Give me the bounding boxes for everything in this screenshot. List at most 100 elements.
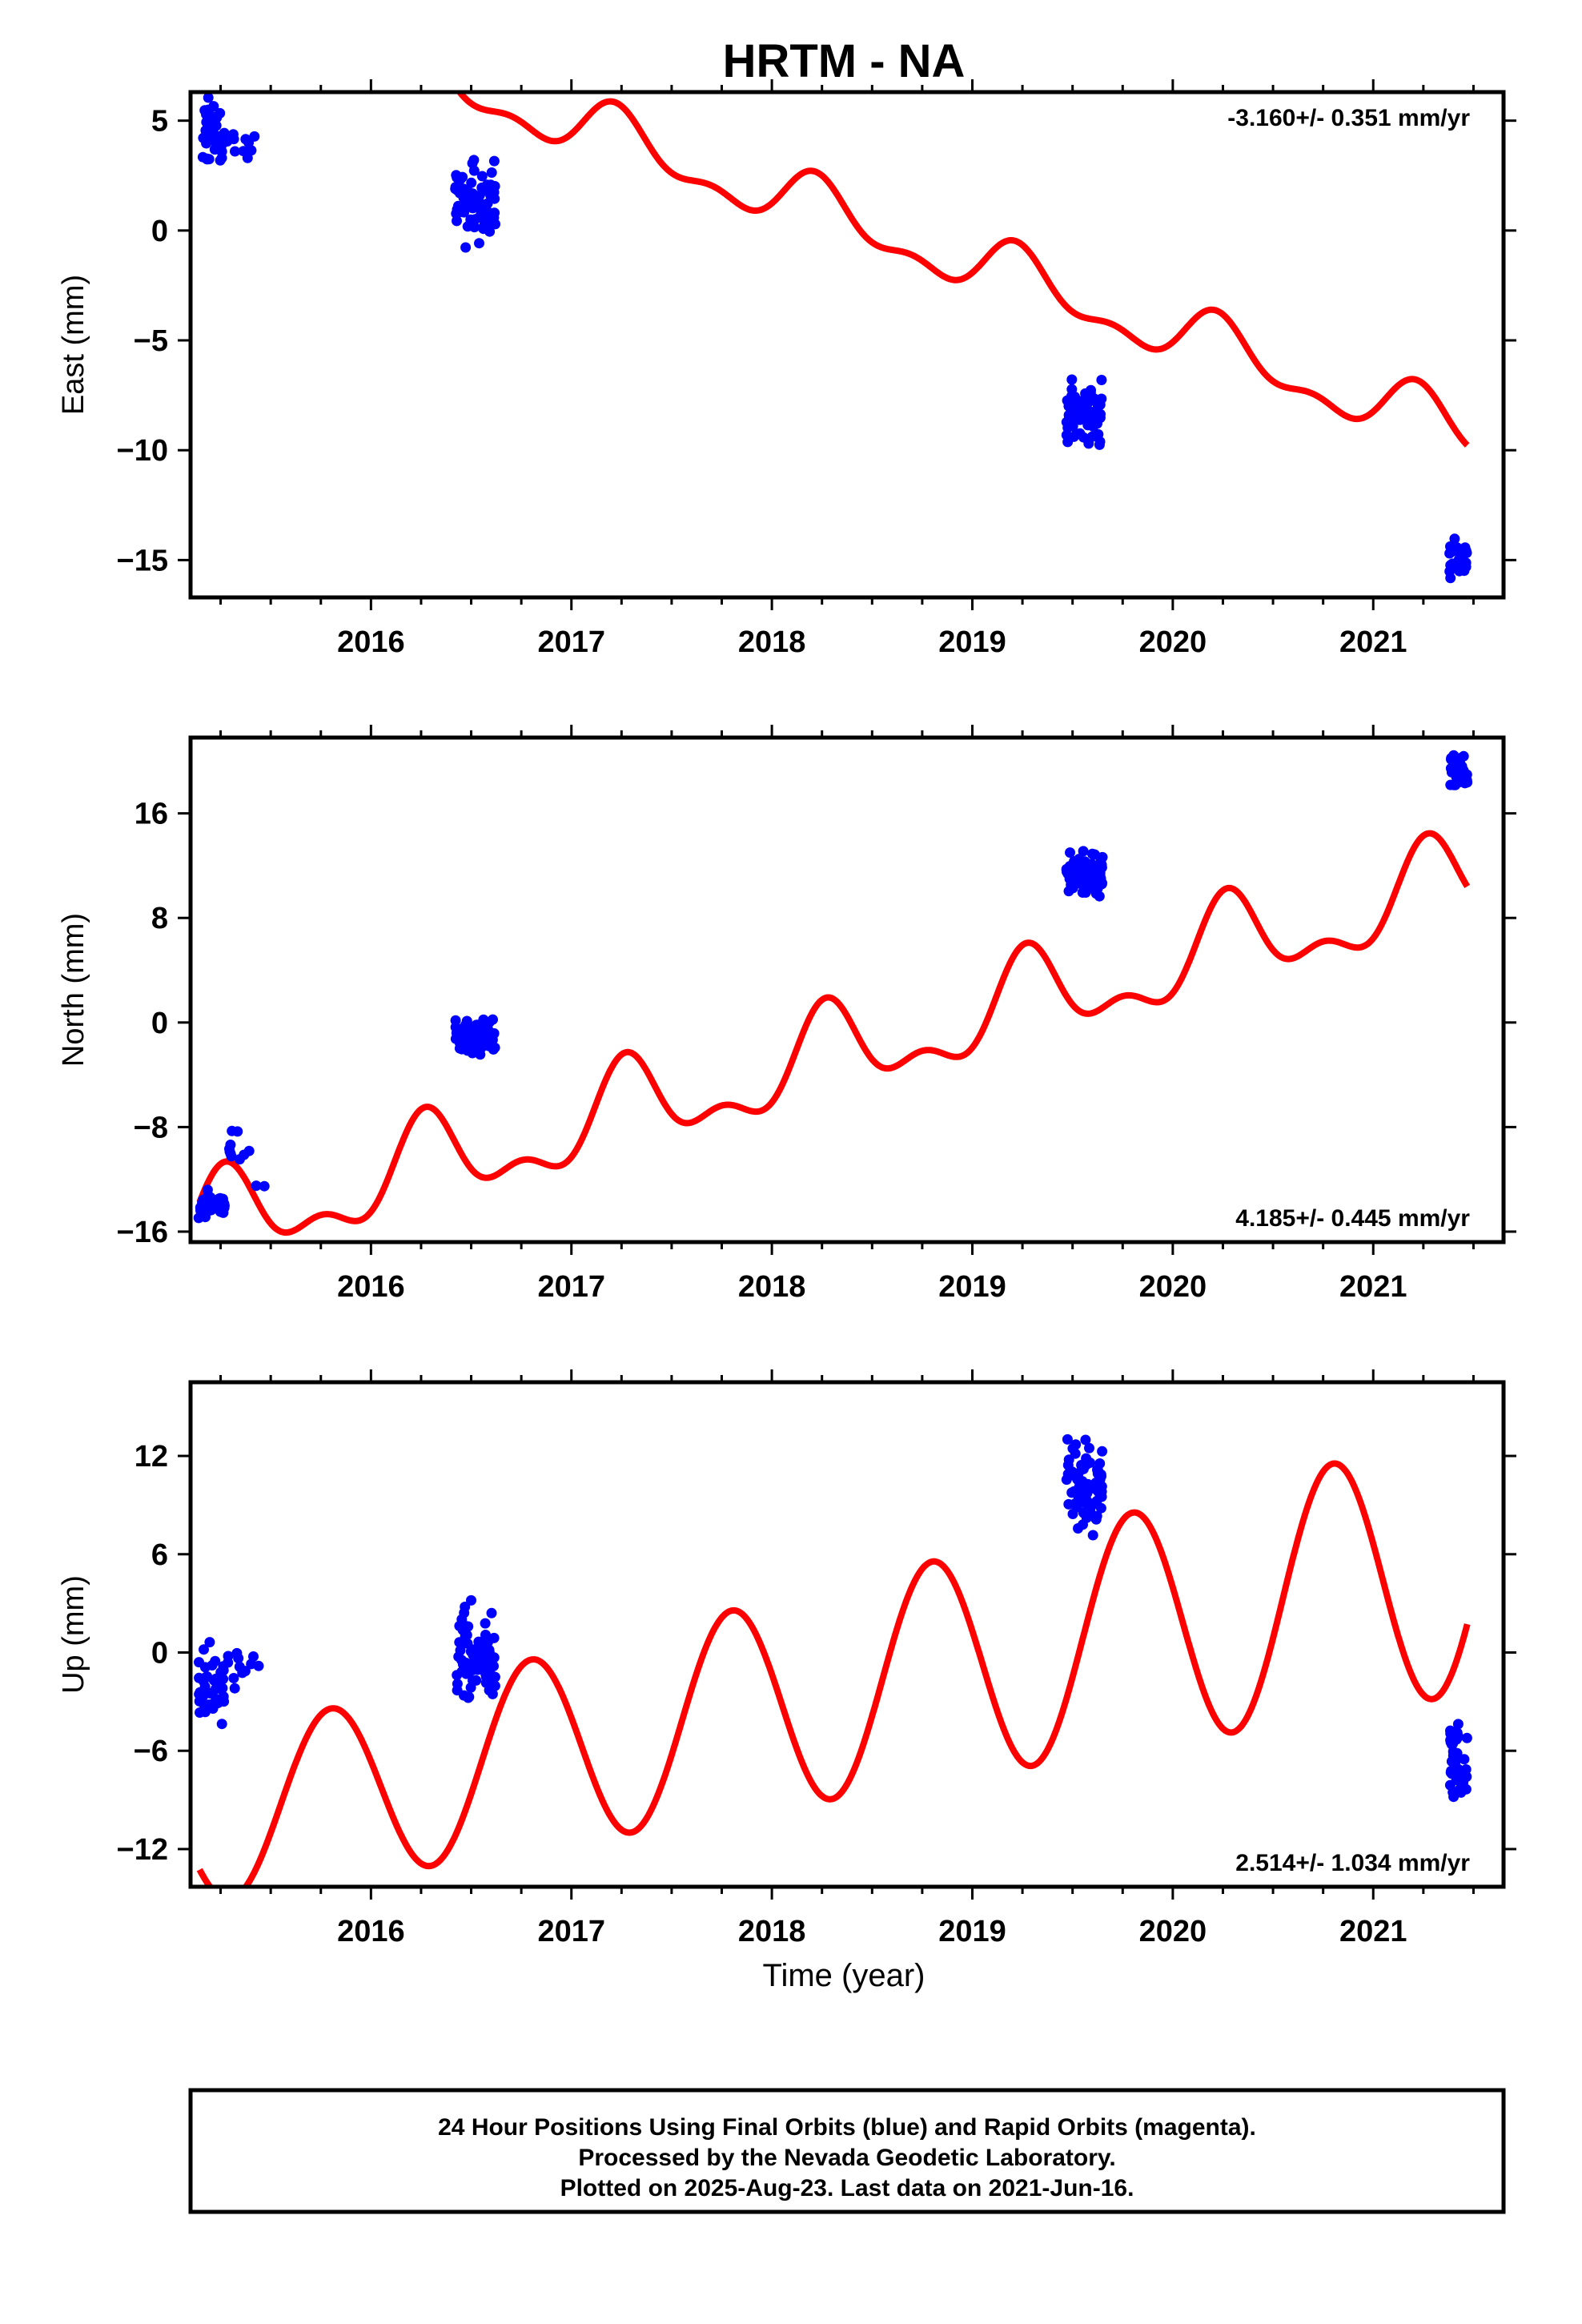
panel-2: 2016 2017 2018 2019 2020 2021 12 6 0 −6 −12 Up (mm)… — [57, 1369, 1516, 1948]
data-point — [451, 170, 462, 181]
y-tick-label: 16 — [135, 798, 168, 831]
data-point — [238, 146, 249, 157]
data-point — [475, 199, 486, 211]
x-tick-label: 2018 — [738, 1915, 806, 1948]
data-point — [1092, 883, 1103, 894]
data-point — [1066, 862, 1077, 874]
data-point — [1445, 779, 1456, 790]
y-tick-label: −8 — [134, 1111, 168, 1144]
y-tick-label: −15 — [117, 544, 168, 577]
data-point — [222, 136, 233, 147]
data-point — [1094, 436, 1106, 447]
data-point — [1453, 554, 1464, 565]
figure-title: HRTM - NA — [723, 35, 966, 87]
panel-0: 2016 2017 2018 2019 2020 2021 5 0 −5 −10 −15 East (… — [57, 79, 1516, 659]
data-point — [454, 1043, 465, 1054]
data-point — [488, 155, 500, 167]
data-point — [239, 1149, 250, 1160]
data-point — [1062, 1433, 1073, 1445]
data-point — [1085, 411, 1096, 422]
x-tick-label: 2019 — [938, 1915, 1006, 1948]
data-point — [468, 155, 480, 166]
data-point — [486, 167, 497, 178]
data-point — [230, 146, 240, 157]
data-point — [486, 1653, 497, 1664]
y-tick-label: 0 — [151, 1007, 168, 1040]
data-point — [474, 238, 484, 249]
data-point — [476, 171, 488, 182]
data-point — [199, 1644, 209, 1655]
data-point — [1070, 1439, 1082, 1450]
x-tick-label: 2016 — [337, 1270, 405, 1304]
data-point — [234, 1661, 245, 1672]
data-point — [216, 1193, 227, 1204]
data-point — [1078, 846, 1089, 857]
data-point — [1082, 1478, 1094, 1490]
y-axis-label: Up (mm) — [57, 1575, 90, 1694]
model-curve — [196, 830, 1471, 1236]
data-point — [1090, 1512, 1100, 1523]
x-tick-label: 2017 — [537, 1915, 605, 1948]
data-point — [210, 1655, 221, 1667]
data-point — [1094, 864, 1105, 875]
data-point — [452, 200, 464, 211]
y-tick-label: −12 — [117, 1833, 168, 1867]
data-point — [464, 1027, 475, 1038]
x-tick-label: 2016 — [337, 625, 405, 659]
data-point — [1065, 847, 1075, 858]
footer-line-3: Plotted on 2025-Aug-23. Last data on 202… — [560, 2175, 1134, 2201]
y-tick-label: −6 — [134, 1735, 168, 1768]
data-point — [199, 1681, 211, 1692]
data-point — [228, 1673, 239, 1683]
data-point — [1065, 416, 1076, 428]
data-point — [1068, 875, 1079, 887]
data-point — [468, 165, 480, 176]
data-point — [484, 1670, 495, 1681]
data-point — [1083, 438, 1094, 449]
data-point — [1446, 1739, 1457, 1750]
data-point — [233, 1653, 244, 1664]
data-point — [450, 1033, 461, 1044]
data-point — [1452, 1719, 1464, 1730]
data-point — [1447, 1750, 1459, 1761]
data-point — [199, 105, 211, 116]
data-point — [223, 1657, 234, 1668]
x-tick-label: 2017 — [537, 1270, 605, 1304]
data-point — [483, 1027, 494, 1039]
data-point — [1453, 759, 1464, 770]
plot-frame — [188, 90, 1506, 600]
y-tick-label: −10 — [117, 434, 168, 468]
panel-1: 2016 2017 2018 2019 2020 2021 16 8 0 −8 −16 North (… — [57, 725, 1516, 1304]
data-point — [1063, 886, 1074, 897]
data-point — [465, 1682, 476, 1693]
data-point — [471, 1038, 482, 1049]
x-tick-label: 2018 — [738, 625, 806, 659]
data-point — [1081, 1453, 1092, 1464]
data-point — [1070, 401, 1081, 412]
data-point — [1077, 887, 1088, 898]
data-point — [481, 1643, 492, 1655]
data-point — [468, 203, 478, 214]
data-point — [229, 1683, 240, 1694]
data-point — [450, 182, 461, 193]
x-tick-label: 2021 — [1339, 1915, 1407, 1948]
y-tick-label: 8 — [151, 902, 168, 935]
data-point — [474, 1638, 485, 1650]
data-point — [459, 1690, 469, 1701]
data-point — [480, 1618, 491, 1629]
data-point — [1061, 429, 1072, 440]
data-point — [1073, 1523, 1083, 1534]
data-point — [460, 242, 472, 253]
data-point — [1066, 374, 1078, 385]
data-point — [488, 213, 499, 224]
x-tick-label: 2018 — [738, 1270, 806, 1304]
data-point — [450, 1022, 461, 1033]
rate-label: -3.160+/- 0.351 mm/yr — [1227, 105, 1470, 131]
x-tick-label: 2020 — [1139, 1270, 1207, 1304]
data-point — [1095, 854, 1106, 866]
x-tick-label: 2021 — [1339, 1270, 1407, 1304]
data-point — [202, 1184, 213, 1196]
data-point — [1067, 1509, 1078, 1519]
data-point — [1085, 1505, 1096, 1516]
